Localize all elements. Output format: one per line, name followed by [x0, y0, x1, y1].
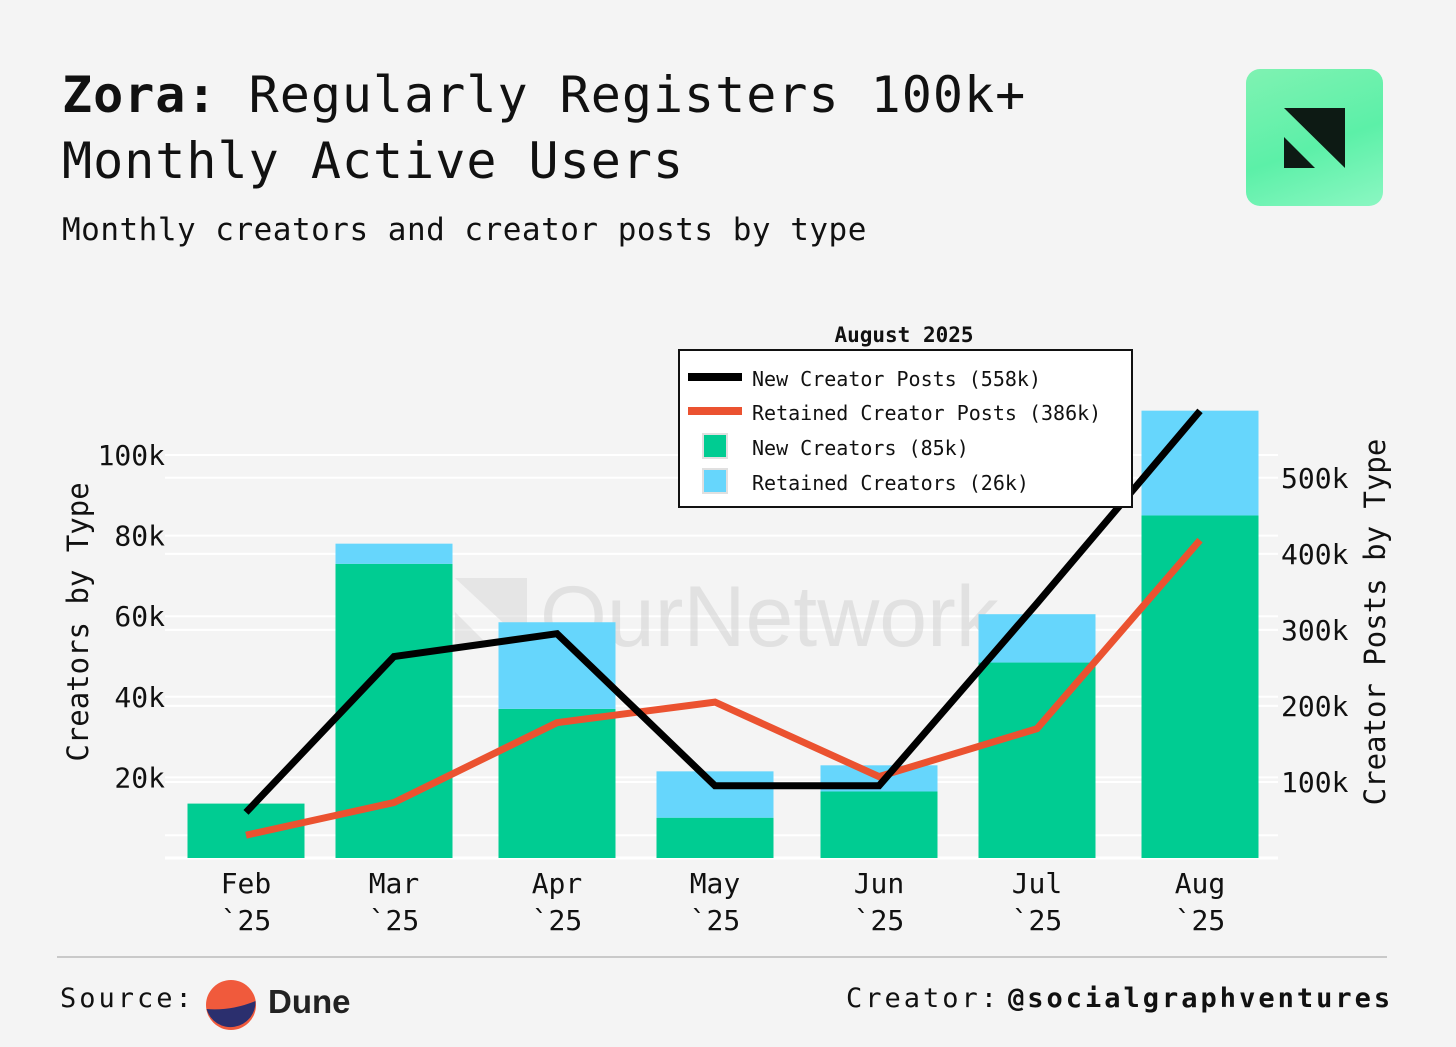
bar-new-creators-jul: [978, 662, 1096, 858]
bar-retained-creators-may: [656, 771, 774, 818]
left-tick-label-0: 20k: [114, 761, 165, 794]
left-tick-label-4: 100k: [98, 439, 166, 472]
title-rest: Regularly Registers 100k+: [217, 66, 1027, 124]
legend-swatch-retained-creators: [702, 468, 728, 494]
legend-box: [678, 349, 1133, 508]
right-tick-label-4: 500k: [1281, 462, 1349, 495]
chart-canvas: OurNetwork 20k 40k 60k 80k 100k 100k 200k 300k…: [61, 323, 1392, 937]
footer-divider: [57, 956, 1387, 958]
x-tick-label-feb: Feb: [221, 867, 272, 900]
source-name: Dune: [268, 983, 351, 1020]
x-tick-year-apr: `25: [532, 904, 583, 937]
x-tick-year-may: `25: [690, 904, 741, 937]
title-line2: Monthly Active Users: [62, 132, 685, 190]
creator-label: Creator:: [846, 983, 1001, 1014]
bars-layer: [187, 410, 1259, 858]
legend-entry-new-creators: New Creators (85k): [752, 436, 969, 460]
legend-title: August 2025: [834, 323, 973, 347]
legend: August 2025 New Creator Posts (558k) Ret…: [678, 323, 1133, 508]
x-tick-year-aug: `25: [1175, 904, 1226, 937]
legend-swatch-new-posts: [688, 373, 742, 381]
chart-subtitle: Monthly creators and creator posts by ty…: [62, 212, 867, 248]
y-axis-right-label: Creator Posts by Type: [1358, 439, 1392, 806]
x-tick-label-apr: Apr: [532, 867, 583, 900]
left-tick-label-1: 40k: [114, 681, 165, 714]
x-axis: Feb `25 Mar `25 Apr `25 May `25 Jun `25 Jul `25 Aug `…: [221, 867, 1226, 937]
right-tick-label-2: 300k: [1281, 614, 1349, 647]
x-tick-year-jul: `25: [1012, 904, 1063, 937]
right-tick-label-3: 400k: [1281, 538, 1349, 571]
x-tick-label-aug: Aug: [1175, 867, 1226, 900]
right-axis: 100k 200k 300k 400k 500k: [1281, 462, 1349, 799]
x-tick-label-jul: Jul: [1012, 867, 1063, 900]
watermark: OurNetwork: [455, 569, 1000, 665]
ournetwork-logo: [1246, 69, 1383, 206]
x-tick-year-feb: `25: [221, 904, 272, 937]
bar-retained-creators-mar: [335, 543, 453, 564]
chart-title: Zora: Regularly Registers 100k+ Monthly A…: [62, 62, 1182, 194]
legend-swatch-new-creators: [702, 433, 728, 459]
left-axis: 20k 40k 60k 80k 100k: [98, 439, 166, 794]
left-tick-label-3: 80k: [114, 520, 165, 553]
bar-new-creators-jun: [820, 791, 938, 858]
right-tick-label-0: 100k: [1281, 766, 1349, 799]
legend-entry-retained-posts: Retained Creator Posts (386k): [752, 401, 1101, 425]
watermark-text: OurNetwork: [540, 569, 1000, 665]
line-retained-creator-posts: [245, 537, 1203, 839]
bar-retained-creators-jul: [978, 614, 1096, 663]
right-tick-label-1: 200k: [1281, 690, 1349, 723]
y-axis-left-label: Creators by Type: [61, 482, 95, 761]
title-bold: Zora:: [62, 66, 218, 124]
x-tick-label-may: May: [690, 867, 741, 900]
legend-entry-retained-creators: Retained Creators (26k): [752, 471, 1029, 495]
x-tick-year-jun: `25: [854, 904, 905, 937]
x-tick-label-jun: Jun: [854, 867, 905, 900]
left-tick-label-2: 60k: [114, 600, 165, 633]
bar-new-creators-may: [656, 817, 774, 858]
creator-handle: @socialgraphventures: [1008, 983, 1394, 1014]
legend-swatch-retained-posts: [688, 407, 742, 415]
line-new-creator-posts: [243, 408, 1203, 815]
source-label: Source:: [60, 983, 195, 1014]
bar-new-creators-feb: [187, 803, 305, 858]
lines-layer: [243, 408, 1203, 839]
bar-new-creators-apr: [498, 708, 616, 858]
dune-logo-icon: [205, 979, 257, 1031]
legend-entry-new-posts: New Creator Posts (558k): [752, 367, 1041, 391]
bar-retained-creators-aug: [1141, 410, 1259, 516]
x-tick-year-mar: `25: [369, 904, 420, 937]
bar-new-creators-aug: [1141, 515, 1259, 858]
logo-mark-icon: [1284, 108, 1345, 168]
x-tick-label-mar: Mar: [369, 867, 420, 900]
